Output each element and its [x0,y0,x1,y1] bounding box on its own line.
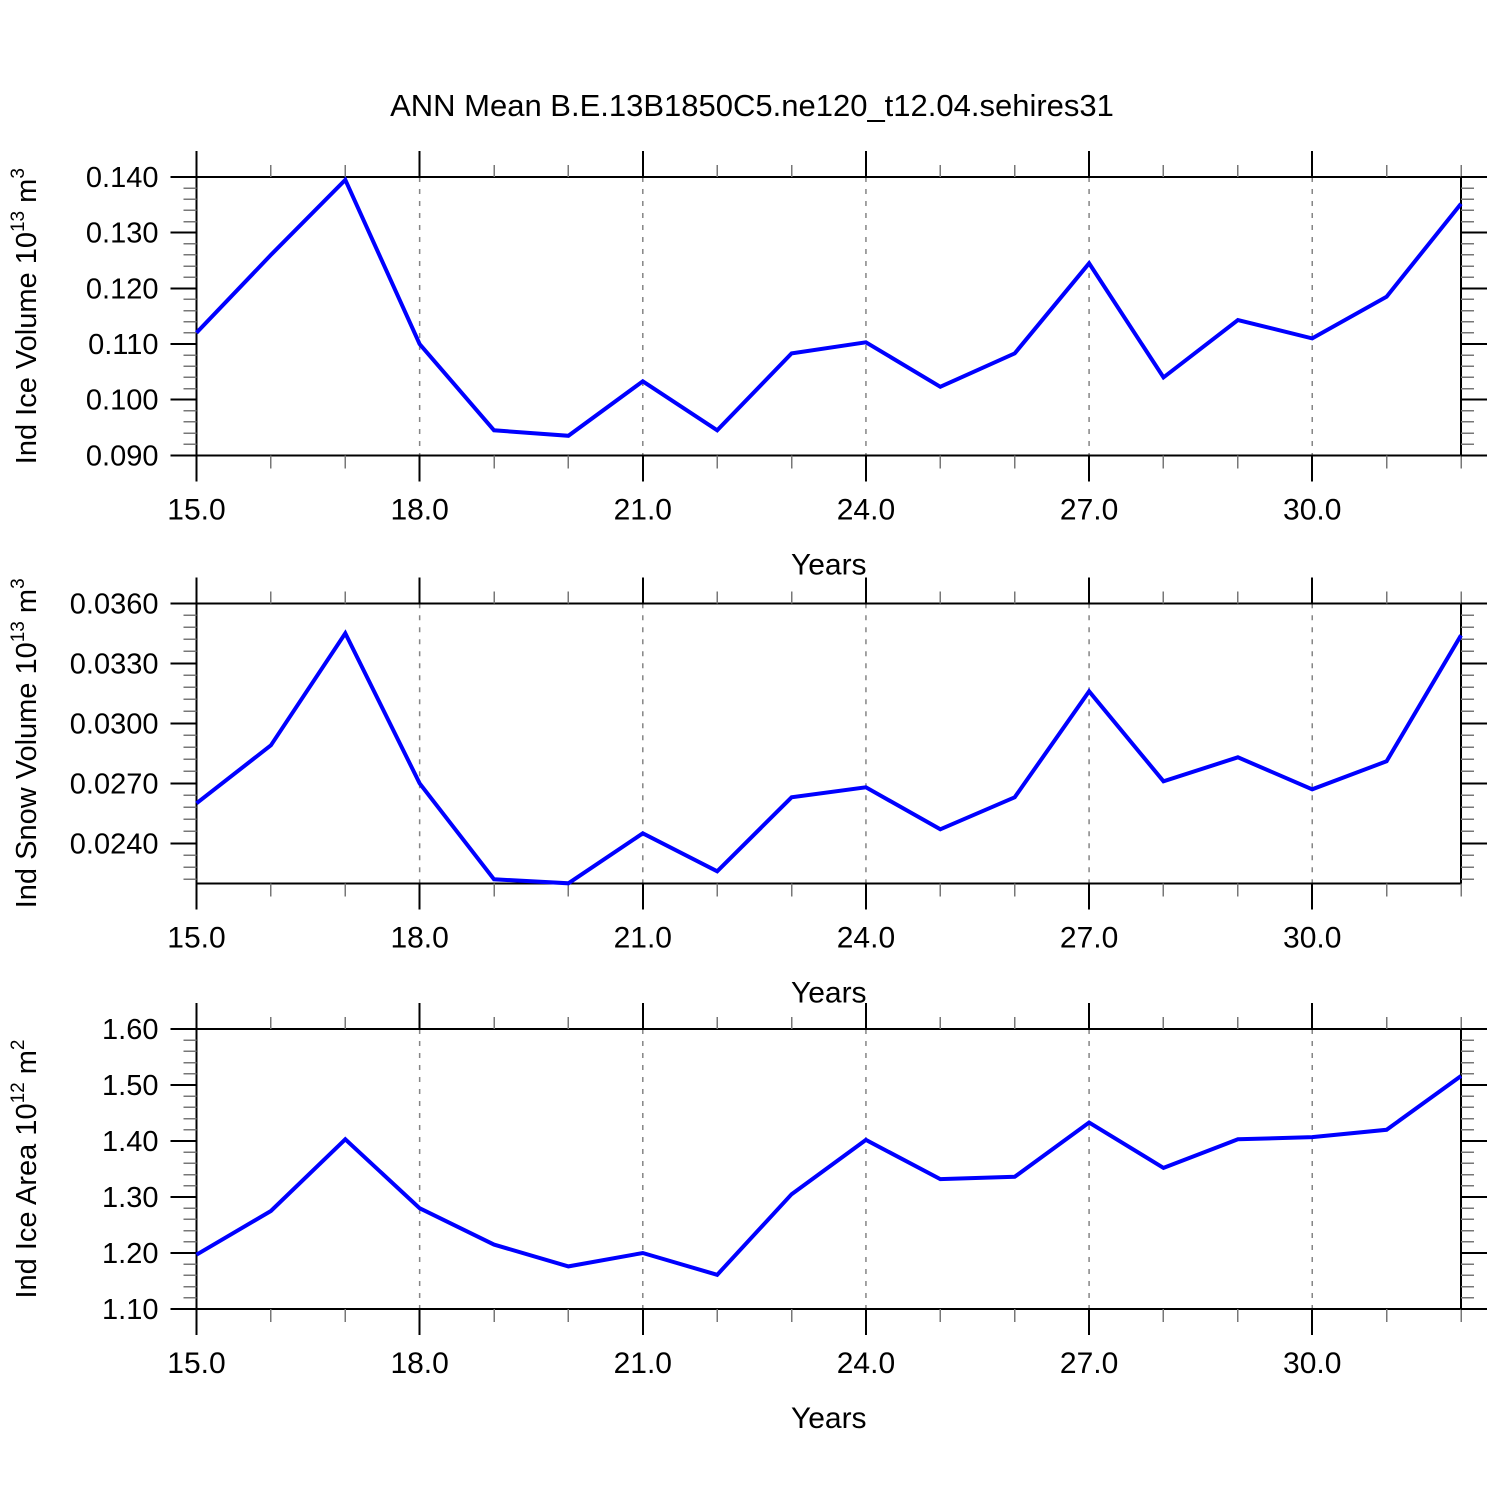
panel-ind-ice-volume: 0.090 0.100 0.110 0.120 0.130 0.140 15.0 18.0 21… [8,151,1487,581]
x-axis-title: Years [791,976,867,1009]
x-tick-label: 27.0 [1060,1347,1118,1380]
figure-title: ANN Mean B.E.13B1850C5.ne120_t12.04.sehi… [390,88,1114,123]
y-tick-label: 1.30 [102,1182,158,1214]
y-tick-label: 0.120 [86,273,159,305]
y-tick-label: 0.130 [86,218,159,250]
series-line-ind-ice-volume [195,176,1463,438]
panels-group: 0.090 0.100 0.110 0.120 0.130 0.140 15.0 18.0 21… [8,151,1487,1435]
panel-frame [195,602,1462,885]
x-tick-label: 21.0 [614,493,672,526]
x-tick-label: 24.0 [837,1347,895,1380]
y-tick-label: 0.0270 [70,768,159,800]
x-tick-label: 18.0 [390,1347,448,1380]
y-tick-label: 1.50 [102,1070,158,1102]
y-tick-label: 0.140 [86,162,159,194]
y-tick-label: 0.110 [88,329,158,361]
y-tick-label: 1.10 [102,1294,158,1326]
y-axis-title: Ind Snow Volume 1013 m3 [8,578,43,908]
panel-frame [195,1028,1462,1310]
panel-ind-ice-area: 1.10 1.20 1.30 1.40 1.50 1.60 15.0 18.0 21.0 24.0… [8,1003,1487,1435]
y-tick-label: 0.0330 [70,648,159,680]
x-tick-label: 15.0 [167,493,225,526]
series-line-ind-snow-volume [195,629,1463,886]
x-tick-label: 15.0 [167,1347,225,1380]
panel-ind-snow-volume: 0.0240 0.0270 0.0300 0.0330 0.0360 15.0 18.0 21… [8,577,1487,1009]
x-axis-title: Years [791,548,867,581]
y-tick-label: 1.60 [102,1014,158,1046]
y-tick-label: 0.0300 [70,708,159,740]
x-tick-label: 21.0 [614,921,672,954]
x-tick-label: 24.0 [837,921,895,954]
y-tick-label: 0.0360 [70,588,159,620]
x-tick-label: 24.0 [837,493,895,526]
x-tick-label: 21.0 [614,1347,672,1380]
y-axis-title: Ind Ice Area 1012 m2 [8,1039,43,1298]
x-tick-label: 18.0 [390,493,448,526]
x-tick-label: 30.0 [1283,921,1341,954]
x-tick-label: 18.0 [390,921,448,954]
x-tick-label: 27.0 [1060,921,1118,954]
series-line-ind-ice-area [195,1074,1463,1278]
x-tick-label: 27.0 [1060,493,1118,526]
x-tick-label: 15.0 [167,921,225,954]
y-tick-label: 0.100 [86,385,159,417]
y-tick-label: 1.20 [102,1238,158,1270]
y-tick-label: 0.0240 [70,828,159,860]
x-tick-label: 30.0 [1283,493,1341,526]
x-axis-title: Years [791,1402,867,1435]
x-tick-label: 30.0 [1283,1347,1341,1380]
panel-frame [195,176,1462,457]
y-tick-label: 1.40 [102,1126,158,1158]
y-axis-title: Ind Ice Volume 1013 m3 [8,168,43,464]
y-tick-label: 0.090 [86,440,159,472]
